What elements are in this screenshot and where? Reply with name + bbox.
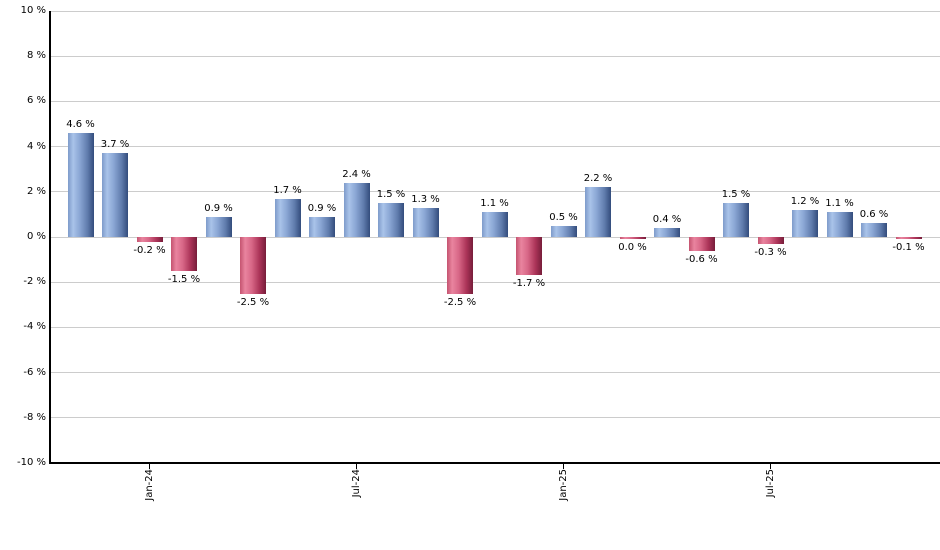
- bar-value-label: 0.0 %: [618, 241, 647, 253]
- bar-value-label: 1.2 %: [790, 195, 820, 207]
- bar-value-label: 0.9 %: [204, 202, 233, 214]
- x-axis-tick-mark: [356, 464, 357, 469]
- bar-Aug-25: [792, 209, 818, 237]
- gridline--4: [49, 326, 940, 328]
- bar-Dec-23: [102, 153, 128, 237]
- bar-value-label: -0.6 %: [685, 253, 718, 265]
- bar-value-label: 1.5 %: [376, 189, 406, 201]
- gridline-2: [49, 191, 940, 193]
- y-axis-tick-label: -10 %: [16, 457, 46, 468]
- gridline--6: [49, 372, 940, 374]
- gridline-0: [49, 236, 940, 238]
- gridline--2: [49, 281, 940, 283]
- bar-value-label: -0.2 %: [133, 244, 166, 256]
- bar-Nov-24: [481, 212, 508, 237]
- gridline-6: [49, 100, 940, 102]
- gridline--8: [49, 417, 940, 419]
- bar-Aug-24: [378, 203, 404, 237]
- bar-Feb-25: [585, 187, 611, 237]
- y-axis-tick-label: -4 %: [23, 321, 46, 333]
- bar-value-label: -2.5 %: [236, 296, 270, 308]
- bar-Jul-25: [757, 237, 784, 244]
- bar-Jun-25: [723, 203, 749, 237]
- bar-May-25: [688, 237, 715, 251]
- y-axis-tick-label: 6 %: [26, 95, 46, 107]
- x-axis-tick-label: Jan-25: [557, 469, 569, 501]
- x-axis-tick-label: Jan-24: [143, 469, 155, 501]
- bar-value-label: -1.7 %: [512, 278, 546, 290]
- bar-May-24: [274, 198, 301, 237]
- bar-Jul-24: [343, 182, 370, 237]
- bar-Nov-25: [895, 237, 922, 240]
- bar-Apr-25: [654, 227, 680, 237]
- bar-value-label: 2.2 %: [583, 173, 613, 185]
- bar-Dec-24: [516, 237, 542, 276]
- x-axis-tick-label: Jul-25: [764, 469, 776, 498]
- y-axis-tick-label: 0 %: [26, 231, 46, 242]
- y-axis-tick-label: 10 %: [20, 5, 46, 16]
- bar-value-label: 0.5 %: [549, 211, 578, 223]
- bar-value-label: 0.4 %: [652, 213, 682, 225]
- bar-value-label: 4.6 %: [66, 119, 95, 131]
- bar-value-label: 0.9 %: [307, 202, 337, 214]
- y-axis-tick-label: -2 %: [23, 276, 46, 288]
- bar-value-label: 1.1 %: [825, 198, 854, 210]
- y-axis-tick-label: -6 %: [23, 366, 46, 378]
- bar-Jan-24: [136, 237, 163, 242]
- y-axis-line: [49, 11, 51, 464]
- bar-Sep-25: [826, 212, 853, 237]
- gridline-10: [49, 10, 940, 12]
- bar-value-label: 1.1 %: [480, 198, 509, 210]
- bar-value-label: 1.3 %: [411, 193, 440, 205]
- bar-value-label: -1.5 %: [167, 273, 201, 285]
- x-axis-tick-mark: [149, 464, 150, 469]
- bar-value-label: 1.5 %: [721, 189, 751, 201]
- bar-Apr-24: [240, 237, 266, 294]
- bar-Oct-25: [861, 223, 887, 237]
- y-axis-tick-label: -8 %: [23, 411, 46, 423]
- bar-value-label: 0.6 %: [859, 209, 889, 221]
- x-axis-tick-mark: [563, 464, 564, 469]
- x-axis-tick-label: Jul-24: [350, 469, 362, 498]
- y-axis-tick-label: 4 %: [26, 140, 46, 152]
- bar-Mar-24: [205, 216, 232, 237]
- bar-Sep-24: [412, 207, 439, 237]
- bar-value-label: 3.7 %: [100, 139, 130, 151]
- bar-value-label: 1.7 %: [273, 184, 302, 196]
- bar-value-label: -0.1 %: [892, 242, 925, 254]
- bar-value-label: -2.5 %: [443, 296, 477, 308]
- gridline-8: [49, 55, 940, 57]
- bar-Jun-24: [309, 216, 335, 237]
- bar-Oct-24: [447, 237, 473, 294]
- x-axis-tick-mark: [770, 464, 771, 469]
- bar-Jan-25: [550, 225, 577, 237]
- bar-value-label: 2.4 %: [342, 168, 371, 180]
- bar-Feb-24: [171, 237, 197, 271]
- gridline-4: [49, 146, 940, 148]
- y-axis-tick-label: 2 %: [26, 185, 46, 197]
- x-axis-line: [49, 462, 940, 464]
- y-axis-tick-label: 8 %: [26, 50, 46, 62]
- bar-Nov-23: [67, 133, 94, 237]
- bar-value-label: -0.3 %: [754, 246, 787, 258]
- bar-Mar-25: [619, 237, 646, 239]
